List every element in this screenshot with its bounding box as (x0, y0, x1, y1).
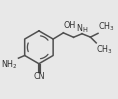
Text: CH$_3$: CH$_3$ (97, 43, 113, 56)
Text: N: N (76, 24, 82, 33)
Text: NH$_2$: NH$_2$ (1, 59, 18, 71)
Text: CH$_3$: CH$_3$ (98, 21, 115, 33)
Text: H: H (82, 27, 87, 33)
Text: CN: CN (33, 72, 45, 81)
Text: OH: OH (64, 21, 76, 30)
